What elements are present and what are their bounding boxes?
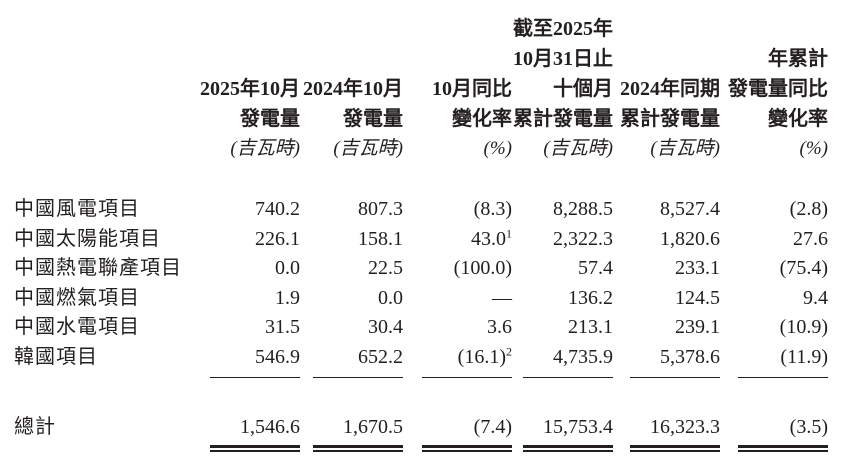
cell: 158.1 bbox=[358, 227, 403, 250]
total-cell: 1,670.5 bbox=[300, 414, 403, 452]
table-row-china-gas: 中國燃氣項目 1.9 0.0 — 136.2 124.5 9.4 bbox=[14, 284, 828, 314]
cell: (10.9) bbox=[779, 316, 828, 338]
cell: (2.8) bbox=[789, 198, 828, 220]
header-line: 變化率 bbox=[768, 108, 828, 130]
cell: 9.4 bbox=[803, 286, 828, 309]
table-row-china-wind: 中國風電項目 740.2 807.3 (8.3) 8,288.5 8,527.4… bbox=[14, 195, 828, 225]
cell: 22.5 bbox=[368, 257, 403, 279]
cell: 30.4 bbox=[368, 316, 403, 338]
header-line: 發電量 bbox=[240, 108, 300, 130]
total-cell: 1,546.6 bbox=[200, 414, 300, 452]
cell-value: 43.0 bbox=[471, 227, 506, 250]
header-unit: (吉瓦時) bbox=[650, 138, 720, 159]
cell: 239.1 bbox=[675, 316, 720, 338]
header-line: 累計發電量 bbox=[513, 108, 613, 130]
cell: 27.6 bbox=[793, 227, 828, 250]
header-line: 十個月 bbox=[553, 78, 613, 100]
cell: 3.6 bbox=[487, 316, 512, 338]
cell: 8,527.4 bbox=[660, 198, 720, 220]
cell: 546.9 bbox=[200, 343, 300, 378]
header-line: 10月同比 bbox=[432, 78, 512, 100]
cell: (16.1)2 bbox=[403, 343, 512, 378]
header-unit: (吉瓦時) bbox=[333, 138, 403, 159]
column-header-oct-2025-generation: 2025年10月 發電量 (吉瓦時) bbox=[200, 74, 300, 164]
total-cell: (7.4) bbox=[403, 414, 512, 452]
column-header-oct-yoy-change: 10月同比 變化率 (%) bbox=[403, 74, 512, 164]
cell: 652.2 bbox=[300, 343, 403, 378]
column-header-ytd-yoy-change: 年累計 發電量同比 變化率 (%) bbox=[720, 44, 828, 164]
cell: 0.0 bbox=[275, 257, 300, 279]
cell: 8,288.5 bbox=[553, 198, 613, 220]
column-header-2024-same-period-cumulative: 2024年同期 累計發電量 (吉瓦時) bbox=[613, 74, 720, 164]
power-generation-table: 2025年10月 發電量 (吉瓦時) 2024年10月 發電量 (吉瓦時) 10… bbox=[14, 14, 828, 452]
cell: 0.0 bbox=[378, 286, 403, 309]
header-line: 2024年10月 bbox=[303, 78, 403, 100]
cell: 5,378.6 bbox=[613, 343, 720, 378]
cell: 1,820.6 bbox=[660, 227, 720, 250]
table-spacer bbox=[14, 372, 828, 414]
cell: (100.0) bbox=[453, 257, 512, 279]
cell: 213.1 bbox=[568, 316, 613, 338]
cell: 31.5 bbox=[265, 316, 300, 338]
column-header-ten-months-cumulative: 截至2025年 10月31日止 十個月 累計發電量 (吉瓦時) bbox=[512, 14, 613, 164]
header-line: 變化率 bbox=[452, 108, 512, 130]
cell: 57.4 bbox=[578, 257, 613, 279]
header-line: 10月31日止 bbox=[513, 48, 613, 70]
cell: 226.1 bbox=[255, 227, 300, 250]
table-row-china-solar: 中國太陽能項目 226.1 158.1 43.01 2,322.3 1,820.… bbox=[14, 225, 828, 255]
footnote-ref: 2 bbox=[506, 343, 512, 358]
table-body: 中國風電項目 740.2 807.3 (8.3) 8,288.5 8,527.4… bbox=[14, 195, 828, 452]
table-row-china-hydro: 中國水電項目 31.5 30.4 3.6 213.1 239.1 (10.9) bbox=[14, 313, 828, 343]
cell: 1.9 bbox=[275, 286, 300, 309]
row-label: 中國燃氣項目 bbox=[14, 286, 140, 309]
header-line: 累計發電量 bbox=[620, 108, 720, 130]
footnote-ref: 1 bbox=[506, 225, 512, 240]
header-line: 2025年10月 bbox=[200, 78, 300, 100]
cell: 740.2 bbox=[255, 198, 300, 220]
cell: (75.4) bbox=[779, 257, 828, 279]
cell: — bbox=[492, 286, 512, 309]
cell: 43.01 bbox=[403, 225, 512, 255]
cell: 233.1 bbox=[675, 257, 720, 279]
header-unit: (吉瓦時) bbox=[230, 138, 300, 159]
header-unit: (%) bbox=[799, 138, 828, 159]
cell: 136.2 bbox=[568, 286, 613, 309]
total-cell: (3.5) bbox=[720, 414, 828, 452]
cell: 807.3 bbox=[358, 198, 403, 220]
table-row-korea: 韓國項目 546.9 652.2 (16.1)2 4,735.9 5,378.6… bbox=[14, 343, 828, 378]
total-cell: 16,323.3 bbox=[613, 414, 720, 452]
cell: 124.5 bbox=[675, 286, 720, 309]
header-line: 截至2025年 bbox=[513, 18, 613, 40]
header-line: 發電量 bbox=[343, 108, 403, 130]
header-line: 2024年同期 bbox=[620, 78, 720, 100]
header-line: 發電量同比 bbox=[728, 78, 828, 100]
row-label: 中國水電項目 bbox=[14, 316, 140, 338]
header-unit: (%) bbox=[483, 138, 512, 159]
total-row: 總計 1,546.6 1,670.5 (7.4) 15,753.4 16,323… bbox=[14, 414, 828, 452]
table-header: 2025年10月 發電量 (吉瓦時) 2024年10月 發電量 (吉瓦時) 10… bbox=[14, 14, 828, 164]
row-label: 韓國項目 bbox=[14, 345, 98, 368]
total-cell: 15,753.4 bbox=[512, 414, 613, 452]
cell: (8.3) bbox=[473, 198, 512, 220]
header-line: 年累計 bbox=[768, 48, 828, 70]
cell: (11.9) bbox=[720, 343, 828, 378]
table-row-china-chp: 中國熱電聯產項目 0.0 22.5 (100.0) 57.4 233.1 (75… bbox=[14, 254, 828, 284]
row-label: 中國太陽能項目 bbox=[14, 227, 161, 250]
header-unit: (吉瓦時) bbox=[543, 138, 613, 159]
cell: 4,735.9 bbox=[512, 343, 613, 378]
row-label: 中國熱電聯產項目 bbox=[14, 257, 182, 279]
cell: 2,322.3 bbox=[553, 227, 613, 250]
row-label: 中國風電項目 bbox=[14, 198, 140, 220]
total-label: 總計 bbox=[14, 416, 56, 438]
column-header-oct-2024-generation: 2024年10月 發電量 (吉瓦時) bbox=[300, 74, 403, 164]
cell-value: (16.1) bbox=[457, 345, 506, 368]
